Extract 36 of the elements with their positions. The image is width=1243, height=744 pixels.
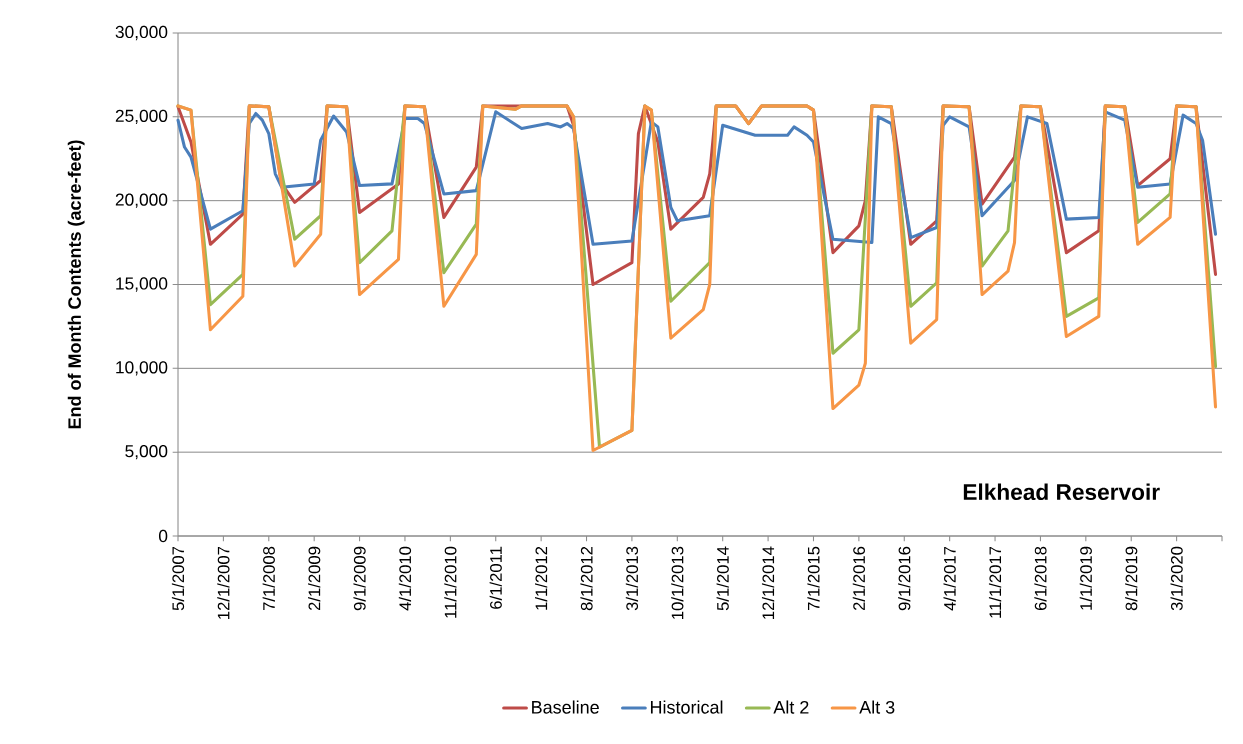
x-tick-label: 8/1/2019 [1125, 546, 1138, 611]
x-tick-label: 3/1/2013 [625, 546, 639, 611]
x-tick-label: 4/1/2010 [398, 546, 412, 611]
y-tick-label: 20,000 [115, 193, 168, 208]
x-tick-label: 5/1/2014 [716, 546, 729, 611]
x-tick-label: 1/1/2019 [1079, 546, 1092, 610]
x-tick-label: 2/1/2009 [308, 546, 321, 611]
y-axis-title: End of Month Contents (acre-feet) [67, 140, 85, 429]
y-tick-label: 10,000 [116, 361, 168, 376]
legend-label: Alt 2 [773, 700, 809, 714]
x-tick-label: 7/1/2008 [262, 546, 275, 611]
x-tick-label: 11/1/2010 [444, 546, 457, 618]
x-tick-label: 2/1/2016 [852, 546, 865, 611]
x-tick-label: 6/1/2018 [1034, 546, 1047, 611]
x-tick-label: 9/1/2009 [353, 546, 366, 611]
x-tick-label: 5/1/2007 [171, 546, 185, 611]
x-tick-label: 1/1/2012 [535, 546, 548, 610]
x-tick-label: 12/1/2007 [217, 546, 230, 619]
text: Elkhead Reservoir [963, 483, 1160, 501]
y-tick-label: 0 [158, 529, 168, 543]
y-tick-label: 25,000 [115, 109, 168, 124]
legend-label: Baseline [532, 700, 599, 714]
x-tick-label: 10/1/2013 [671, 546, 684, 619]
y-tick-label: 15,000 [116, 277, 168, 292]
x-tick-label: 11/1/2017 [988, 546, 1002, 618]
x-tick-label: 3/1/2020 [1170, 546, 1183, 611]
x-tick-label: 8/1/2012 [580, 546, 593, 611]
legend-label: Alt 3 [859, 700, 895, 714]
x-tick-label: 4/1/2017 [943, 546, 956, 611]
x-tick-label: 7/1/2015 [807, 546, 820, 611]
y-tick-label: 5,000 [125, 445, 168, 460]
x-tick-label: 6/1/2011 [489, 546, 502, 609]
legend-label: Historical [650, 700, 723, 714]
x-tick-label: 12/1/2014 [761, 546, 775, 619]
x-tick-label: 9/1/2016 [898, 546, 911, 611]
y-tick-label: 30,000 [115, 25, 168, 41]
